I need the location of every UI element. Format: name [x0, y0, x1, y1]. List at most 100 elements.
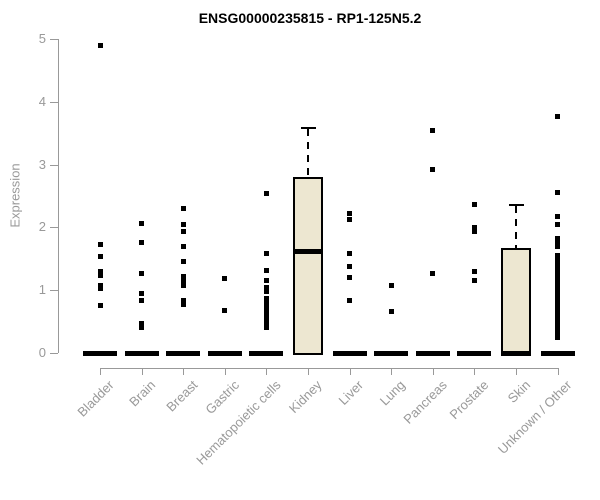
outlier-point	[555, 294, 560, 299]
outlier-point	[555, 322, 560, 327]
outlier-point	[555, 241, 560, 246]
zero-median-bar	[166, 351, 201, 356]
chart-title: ENSG00000235815 - RP1-125N5.2	[198, 10, 422, 26]
x-tick-mark	[350, 368, 351, 375]
x-tick-mark	[266, 368, 267, 375]
outlier-point	[555, 318, 560, 323]
outlier-point	[98, 286, 103, 291]
upper-whisker	[307, 128, 309, 178]
outlier-point	[98, 43, 103, 48]
x-tick-label: Gastric	[201, 377, 242, 418]
x-tick-mark	[308, 368, 309, 375]
zero-median-bar	[457, 351, 492, 356]
outlier-point	[555, 289, 560, 294]
outlier-point	[555, 236, 560, 241]
x-tick-mark	[558, 368, 559, 375]
x-axis-line	[100, 368, 558, 369]
upper-whisker-cap	[508, 204, 524, 206]
outlier-point	[555, 275, 560, 280]
zero-median-bar	[415, 351, 450, 356]
outlier-point	[472, 225, 477, 230]
y-tick-label: 2	[38, 219, 46, 234]
outlier-point	[347, 211, 352, 216]
outlier-point	[181, 222, 186, 227]
outlier-point	[555, 261, 560, 266]
outlier-point	[472, 278, 477, 283]
y-tick-label: 1	[38, 282, 46, 297]
x-tick-mark	[433, 368, 434, 375]
outlier-point	[430, 167, 435, 172]
x-tick-label: Brain	[126, 377, 159, 410]
outlier-point	[98, 269, 103, 274]
outlier-point	[139, 325, 144, 330]
x-tick-mark	[516, 368, 517, 375]
outlier-point	[347, 275, 352, 280]
y-tick-label: 3	[38, 157, 46, 172]
outlier-point	[472, 202, 477, 207]
outlier-point	[264, 268, 269, 273]
y-tick-label: 5	[38, 31, 46, 46]
outlier-point	[98, 254, 103, 259]
x-tick-label: Prostate	[446, 377, 492, 423]
outlier-point	[139, 298, 144, 303]
y-tick-mark	[50, 165, 58, 166]
outlier-point	[181, 274, 186, 279]
outlier-point	[139, 321, 144, 326]
outlier-point	[555, 244, 560, 249]
outlier-point	[555, 285, 560, 290]
outlier-point	[389, 283, 394, 288]
outlier-point	[555, 253, 560, 258]
x-tick-label: Kidney	[286, 377, 325, 417]
outlier-point	[555, 190, 560, 195]
outlier-point	[181, 244, 186, 249]
outlier-point	[264, 278, 269, 283]
outlier-point	[555, 266, 560, 271]
outlier-point	[555, 305, 560, 310]
outlier-point	[264, 296, 269, 301]
outlier-point	[139, 271, 144, 276]
y-tick-mark	[50, 353, 58, 354]
outlier-point	[430, 271, 435, 276]
outlier-point	[98, 283, 103, 288]
outlier-point	[264, 251, 269, 256]
outlier-point	[347, 217, 352, 222]
zero-median-bar	[540, 351, 575, 356]
outlier-point	[222, 308, 227, 313]
zero-median-bar	[374, 351, 409, 356]
x-tick-mark	[183, 368, 184, 375]
outlier-point	[181, 206, 186, 211]
outlier-point	[347, 264, 352, 269]
upper-whisker	[515, 205, 517, 249]
outlier-point	[264, 191, 269, 196]
x-tick-label: Bladder	[74, 377, 117, 420]
outlier-point	[181, 283, 186, 288]
outlier-point	[555, 327, 560, 332]
zero-median-bar	[83, 351, 117, 356]
y-tick-mark	[50, 102, 58, 103]
outlier-point	[264, 289, 269, 294]
zero-median-bar	[124, 351, 159, 356]
outlier-point	[98, 242, 103, 247]
outlier-point	[555, 302, 560, 307]
zero-median-bar	[207, 351, 242, 356]
x-tick-label: Unknown / Other	[494, 377, 575, 457]
median-line	[501, 351, 531, 356]
outlier-point	[555, 114, 560, 119]
outlier-point	[347, 298, 352, 303]
outlier-point	[264, 325, 269, 330]
outlier-point	[264, 310, 269, 315]
outlier-point	[181, 229, 186, 234]
zero-median-bar	[249, 351, 284, 356]
outlier-point	[181, 259, 186, 264]
x-tick-label: Pancreas	[400, 377, 450, 427]
median-line	[293, 249, 323, 254]
x-tick-label: Liver	[335, 377, 367, 408]
x-tick-label: Breast	[162, 377, 201, 415]
x-tick-label: Lung	[377, 377, 409, 409]
outlier-point	[264, 305, 269, 310]
outlier-point	[98, 303, 103, 308]
outlier-point	[555, 310, 560, 315]
outlier-point	[181, 298, 186, 303]
outlier-point	[347, 251, 352, 256]
